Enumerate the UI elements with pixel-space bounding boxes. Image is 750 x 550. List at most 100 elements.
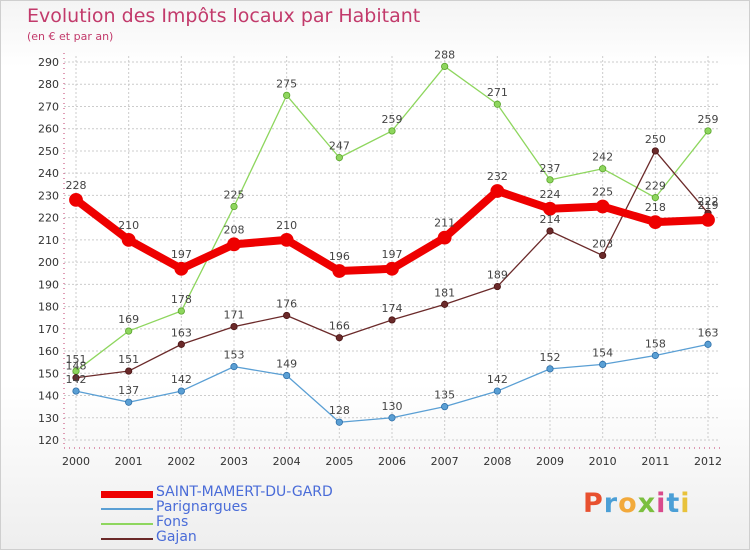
y-tick-label: 260 [38,123,59,136]
y-tick-label: 170 [38,323,59,336]
data-point [651,351,659,360]
logo-letter: o [618,488,638,519]
data-label: 151 [66,353,87,366]
y-tick-label: 270 [38,100,59,113]
data-label: 225 [224,189,245,202]
data-point [230,322,238,331]
logo-letter: P [583,488,604,519]
x-tick-label: 2003 [220,455,248,468]
data-label: 163 [171,326,192,339]
data-point [599,251,607,260]
data-label: 142 [171,373,192,386]
data-label: 237 [540,162,561,175]
legend-label: Fons [156,514,189,530]
x-tick-label: 2004 [273,455,301,468]
data-label: 130 [382,400,403,413]
data-point [704,127,712,135]
data-point [388,316,396,324]
data-label: 152 [540,351,561,364]
data-point [174,261,189,276]
y-tick-label: 200 [38,256,59,269]
data-point [283,371,291,380]
legend-label: Gajan [156,529,197,545]
data-point [283,91,291,99]
data-point [441,403,449,411]
y-tick-label: 130 [38,412,59,425]
legend-swatch [101,508,153,510]
data-point [546,176,554,184]
data-label: 222 [698,195,719,208]
data-point [121,232,136,247]
data-label: 214 [540,213,561,226]
data-point [490,184,505,198]
data-point [69,192,83,207]
data-label: 228 [66,179,87,192]
data-point [651,147,659,155]
x-tick-label: 2001 [115,455,143,468]
data-label: 275 [276,77,297,90]
data-point [437,230,452,245]
chart-title: Evolution des Impôts locaux par Habitant [27,5,421,27]
data-point [335,154,343,162]
data-label: 210 [276,219,297,232]
data-label: 225 [592,186,613,199]
data-label: 271 [487,86,508,99]
data-label: 259 [698,113,719,126]
logo-letter: r [603,488,619,519]
data-point [385,261,399,276]
data-label: 128 [329,404,350,417]
data-point [441,300,449,308]
data-label: 149 [276,358,297,371]
data-point [704,340,712,348]
data-label: 224 [540,188,561,201]
y-tick-label: 120 [38,434,59,447]
data-label: 197 [171,248,192,261]
y-tick-label: 210 [38,234,59,247]
series-lines [69,62,715,426]
legend-label: SAINT-MAMERT-DU-GARD [156,484,333,500]
y-tick-label: 180 [38,301,59,314]
data-point [599,360,607,368]
proxiti-logo: Proxiti [583,488,691,519]
y-tick-label: 150 [38,367,59,380]
data-labels: 228 210 197 208 210 196 197 211 232 224 225 218 219 1… [66,48,719,417]
x-tick-label: 2009 [536,455,564,468]
data-label: 242 [592,151,613,164]
legend-swatch [101,538,153,540]
data-point [230,202,238,211]
data-point [177,307,185,315]
data-point [493,100,501,108]
data-label: 174 [382,302,403,315]
data-point [230,363,238,371]
data-label: 142 [487,373,508,386]
data-point [546,365,554,373]
data-point [388,127,396,135]
data-label: 197 [382,248,403,261]
data-point [335,418,343,426]
y-tick-label: 280 [38,78,59,91]
x-tick-label: 2010 [589,455,617,468]
data-point [227,237,241,252]
y-tick-label: 250 [38,145,59,158]
legend-swatch [101,523,153,525]
data-point [599,165,607,173]
data-label: 137 [118,384,139,397]
data-label: 158 [645,338,666,351]
data-label: 151 [118,353,139,366]
x-tick-label: 2007 [431,455,459,468]
data-point [493,387,501,395]
y-tick-label: 160 [38,345,59,358]
x-tick-label: 2006 [378,455,406,468]
data-label: 189 [487,269,508,282]
data-point [651,194,659,202]
grid-lines [64,56,718,441]
data-point [125,327,133,335]
axes: 120 130 140 150 160 170 180 190 200 210 220 230 240 2… [38,53,722,468]
data-point [72,387,80,395]
data-point [595,199,610,214]
data-label: 135 [434,389,455,402]
data-label: 250 [645,133,666,146]
data-label: 166 [329,320,350,333]
y-tick-label: 230 [38,189,59,202]
